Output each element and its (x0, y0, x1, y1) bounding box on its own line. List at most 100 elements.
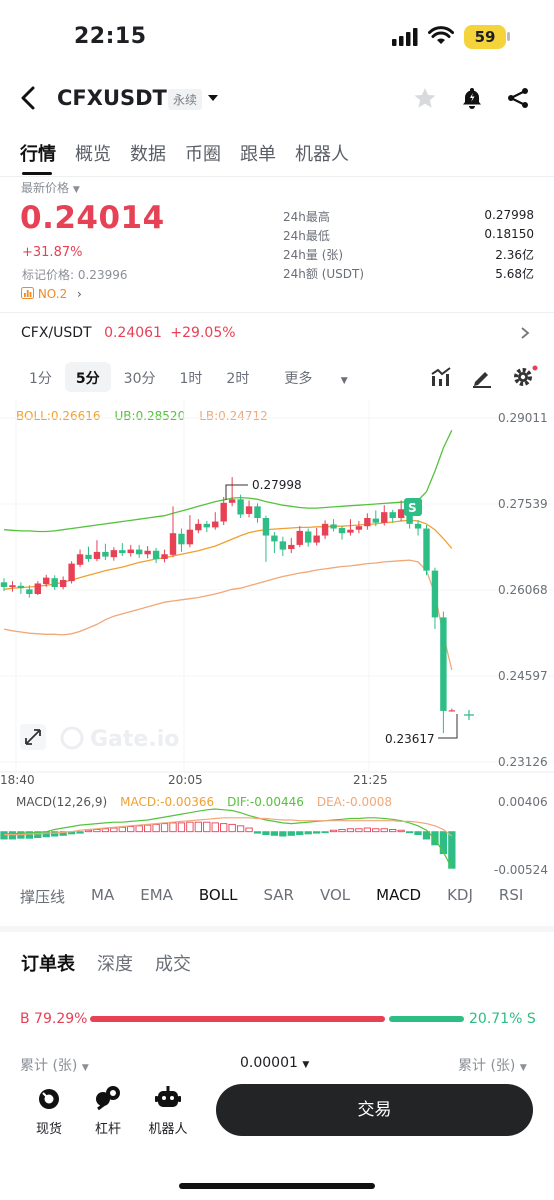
crosshair-marker (464, 710, 474, 720)
macd-dif-value: DIF:-0.00446 (227, 795, 304, 809)
bar-chart-icon (21, 287, 34, 299)
back-arrow-icon[interactable] (18, 86, 38, 110)
macd-title: MACD(12,26,9) (16, 795, 108, 809)
interval-2h[interactable]: 2时 (226, 371, 250, 387)
caret-down-icon[interactable] (207, 93, 219, 103)
spot-price: 0.24061 (104, 325, 162, 341)
contract-type-tag: 永续 (168, 89, 203, 110)
tab-community[interactable]: 币圈 (185, 144, 221, 165)
candle (245, 500, 253, 518)
candle (347, 519, 354, 536)
candle (431, 567, 439, 630)
candle (389, 509, 396, 523)
ticker-divider (0, 312, 554, 313)
status-bar: 22:15 59 (0, 0, 554, 74)
macd-chart[interactable]: 0.00406 -0.00524 (0, 790, 554, 876)
interval-5m[interactable]: 5分 (64, 362, 111, 392)
interval-1m[interactable]: 1分 (29, 371, 52, 387)
candle (321, 520, 329, 540)
pair-title[interactable]: CFXUSDT (57, 86, 167, 110)
indicator-kdj[interactable]: KDJ (447, 886, 473, 904)
candle (203, 520, 210, 533)
nav-leverage[interactable]: 杠杆 (94, 1122, 121, 1137)
expand-chart-icon[interactable] (20, 724, 46, 750)
indicator-boll[interactable]: BOLL (198, 886, 238, 904)
bot-robot-icon[interactable] (155, 1086, 181, 1110)
macd-bar (51, 831, 59, 837)
indicator-ema[interactable]: EMA (140, 886, 173, 904)
candle (271, 532, 278, 554)
tab-copy-trading[interactable]: 跟单 (240, 144, 276, 165)
leverage-icon[interactable] (94, 1085, 122, 1111)
macd-axis-bottom: -0.00524 (494, 863, 548, 876)
price-precision-selector[interactable]: 0.00001 ▼ (240, 1055, 309, 1071)
interval-more[interactable]: 更多 ▼ (262, 362, 371, 392)
indicator-rsi[interactable]: RSI (498, 886, 524, 904)
stat-label-volume: 24h量 (张) (283, 248, 344, 262)
indicator-support-resistance[interactable]: 撑压线 (20, 888, 66, 906)
interval-1h[interactable]: 1时 (179, 371, 203, 387)
chart-settings-gear-icon[interactable] (512, 364, 538, 388)
latest-price-label[interactable]: 最新价格 ▼ (21, 179, 80, 196)
nav-bots[interactable]: 机器人 (148, 1122, 188, 1137)
home-indicator[interactable] (179, 1183, 375, 1189)
macd-bar (355, 828, 363, 833)
spot-icon[interactable] (37, 1087, 61, 1111)
macd-bar (279, 831, 287, 837)
indicator-chart-icon[interactable] (430, 366, 452, 388)
candle (43, 574, 50, 587)
main-tabs: 行情 概览 数据 币圈 跟单 机器人 (20, 140, 349, 170)
macd-value: MACD:-0.00366 (120, 795, 215, 809)
nav-spot[interactable]: 现货 (35, 1122, 62, 1137)
cumulative-right-label: 累计 (张) (458, 1058, 516, 1074)
sell-ratio-fill (388, 1016, 464, 1022)
candle (330, 519, 337, 532)
macd-dif-line (4, 808, 453, 869)
chevron-right-icon[interactable] (520, 326, 530, 340)
tab-order-book[interactable]: 订单表 (21, 954, 75, 975)
high-price-label: 0.27998 (252, 478, 302, 492)
candle (237, 494, 244, 519)
stat-label-high: 24h最高 (283, 210, 330, 224)
share-icon[interactable] (506, 86, 530, 110)
cumulative-left-selector[interactable]: 累计 (张) ▼ (20, 1055, 89, 1075)
boll-mid-value: BOLL:0.26616 (16, 409, 101, 423)
macd-bar (439, 831, 448, 855)
indicator-sar[interactable]: SAR (263, 886, 294, 904)
macd-bar (118, 826, 126, 833)
rank-text: NO.2 (37, 287, 68, 301)
spot-pair-row[interactable]: CFX/USDT 0.24061 +29.05% (21, 325, 236, 341)
interval-30m[interactable]: 30分 (123, 371, 156, 387)
draw-tool-pencil-icon[interactable] (471, 366, 493, 388)
macd-bar (245, 827, 253, 833)
tab-data[interactable]: 数据 (130, 144, 166, 165)
price-precision-label: 0.00001 (240, 1055, 298, 1071)
macd-bar (8, 831, 17, 840)
price-axis-label: 0.27539 (498, 497, 548, 511)
stat-value-volume: 2.36亿 (495, 248, 534, 262)
tab-trades[interactable]: 成交 (155, 954, 191, 975)
price-alert-bell-icon[interactable] (460, 86, 484, 110)
interval-more-label: 更多 (284, 371, 313, 387)
price-axis-label: 0.29011 (498, 411, 548, 425)
trade-button[interactable]: 交易 (216, 1084, 533, 1136)
tab-bots[interactable]: 机器人 (295, 144, 349, 165)
candle (186, 515, 194, 548)
candle (59, 576, 67, 590)
cumulative-right-selector[interactable]: 累计 (张) ▼ (458, 1055, 527, 1075)
candlestick-chart[interactable]: Gate.io 0.29011 0.27539 0.26068 0.24597 0.23… (0, 400, 554, 800)
star-icon[interactable] (413, 86, 437, 110)
indicator-macd[interactable]: MACD (376, 886, 422, 904)
indicator-vol[interactable]: VOL (319, 886, 351, 904)
tab-market[interactable]: 行情 (20, 144, 56, 165)
tab-overview[interactable]: 概览 (75, 144, 111, 165)
tab-depth[interactable]: 深度 (97, 954, 133, 975)
rank-badge[interactable]: NO.2 › (21, 287, 82, 301)
macd-bar (101, 828, 110, 833)
candle (364, 513, 371, 530)
candle (212, 512, 219, 530)
battery-cap (507, 32, 510, 41)
tabs-divider (0, 176, 554, 177)
indicator-ma[interactable]: MA (91, 886, 115, 904)
candle (178, 528, 185, 552)
